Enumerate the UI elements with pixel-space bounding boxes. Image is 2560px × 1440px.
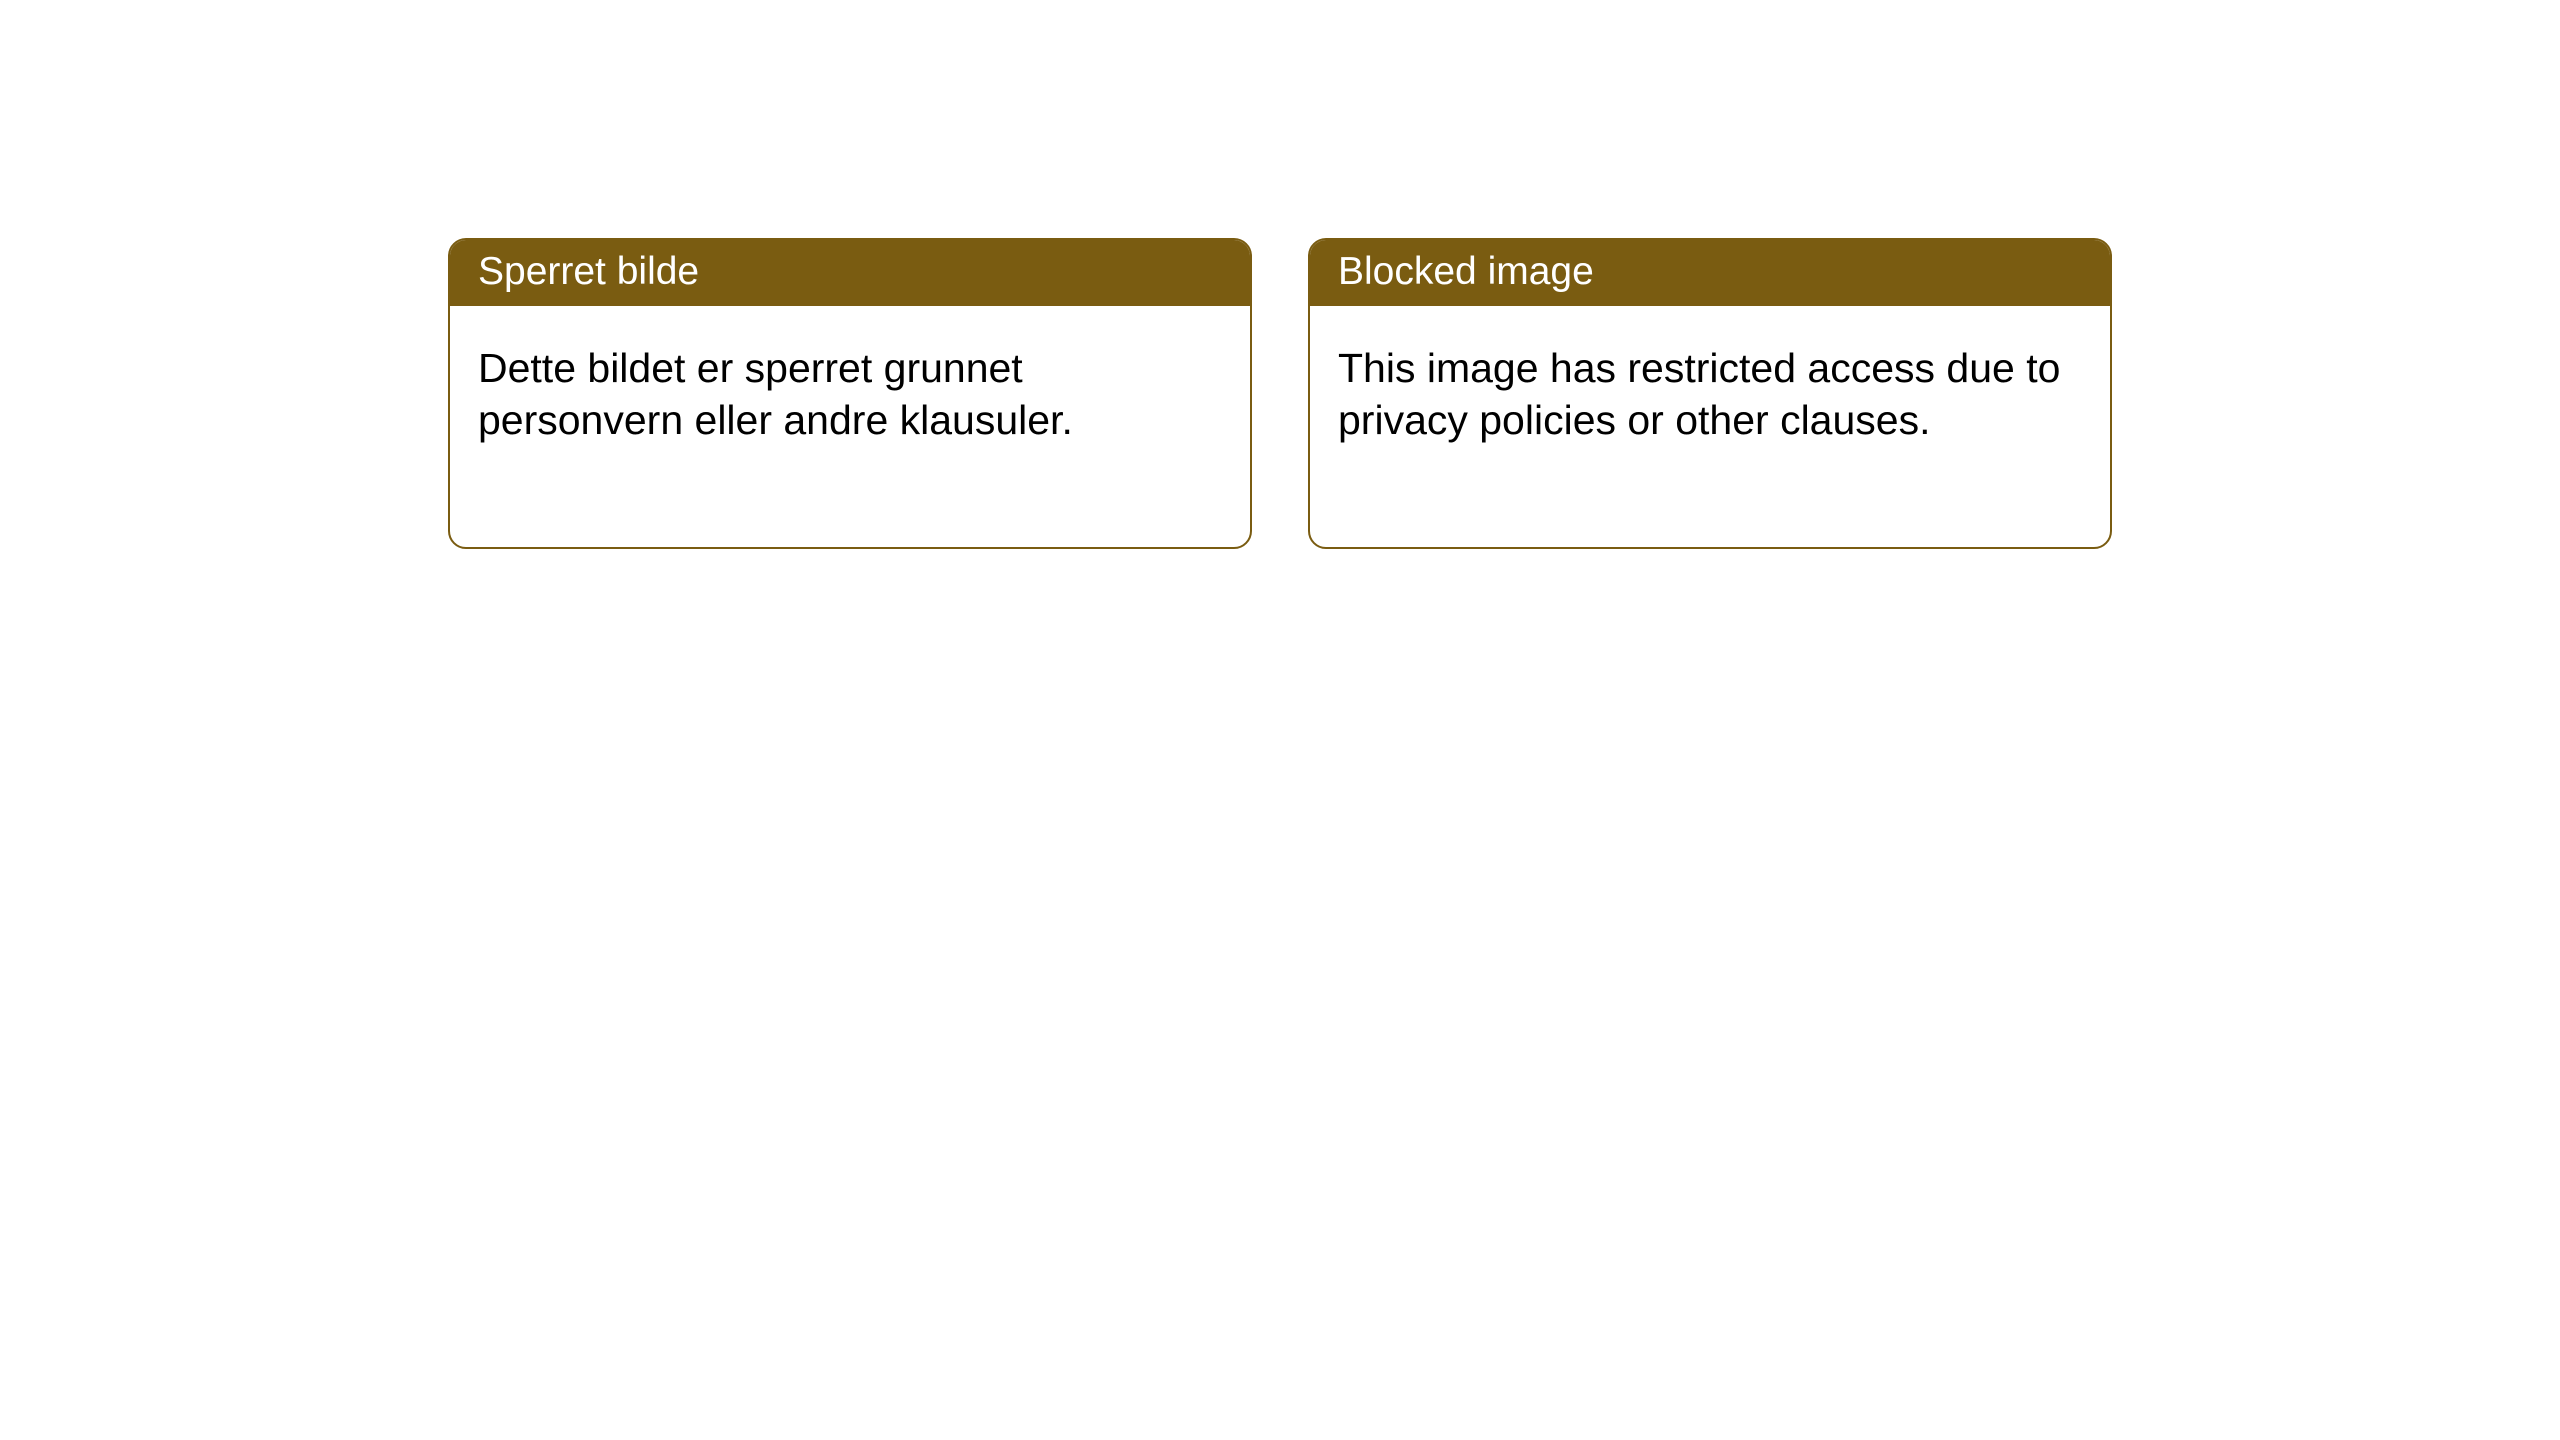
card-body-text: This image has restricted access due to … bbox=[1338, 345, 2060, 443]
card-title: Sperret bilde bbox=[478, 250, 699, 293]
card-body-text: Dette bildet er sperret grunnet personve… bbox=[478, 345, 1073, 443]
card-header: Blocked image bbox=[1310, 240, 2110, 306]
blocked-image-card-en: Blocked image This image has restricted … bbox=[1308, 238, 2112, 549]
card-header: Sperret bilde bbox=[450, 240, 1250, 306]
notice-cards-container: Sperret bilde Dette bildet er sperret gr… bbox=[0, 0, 2560, 549]
card-title: Blocked image bbox=[1338, 250, 1594, 293]
card-body: Dette bildet er sperret grunnet personve… bbox=[450, 306, 1250, 547]
blocked-image-card-no: Sperret bilde Dette bildet er sperret gr… bbox=[448, 238, 1252, 549]
card-body: This image has restricted access due to … bbox=[1310, 306, 2110, 547]
